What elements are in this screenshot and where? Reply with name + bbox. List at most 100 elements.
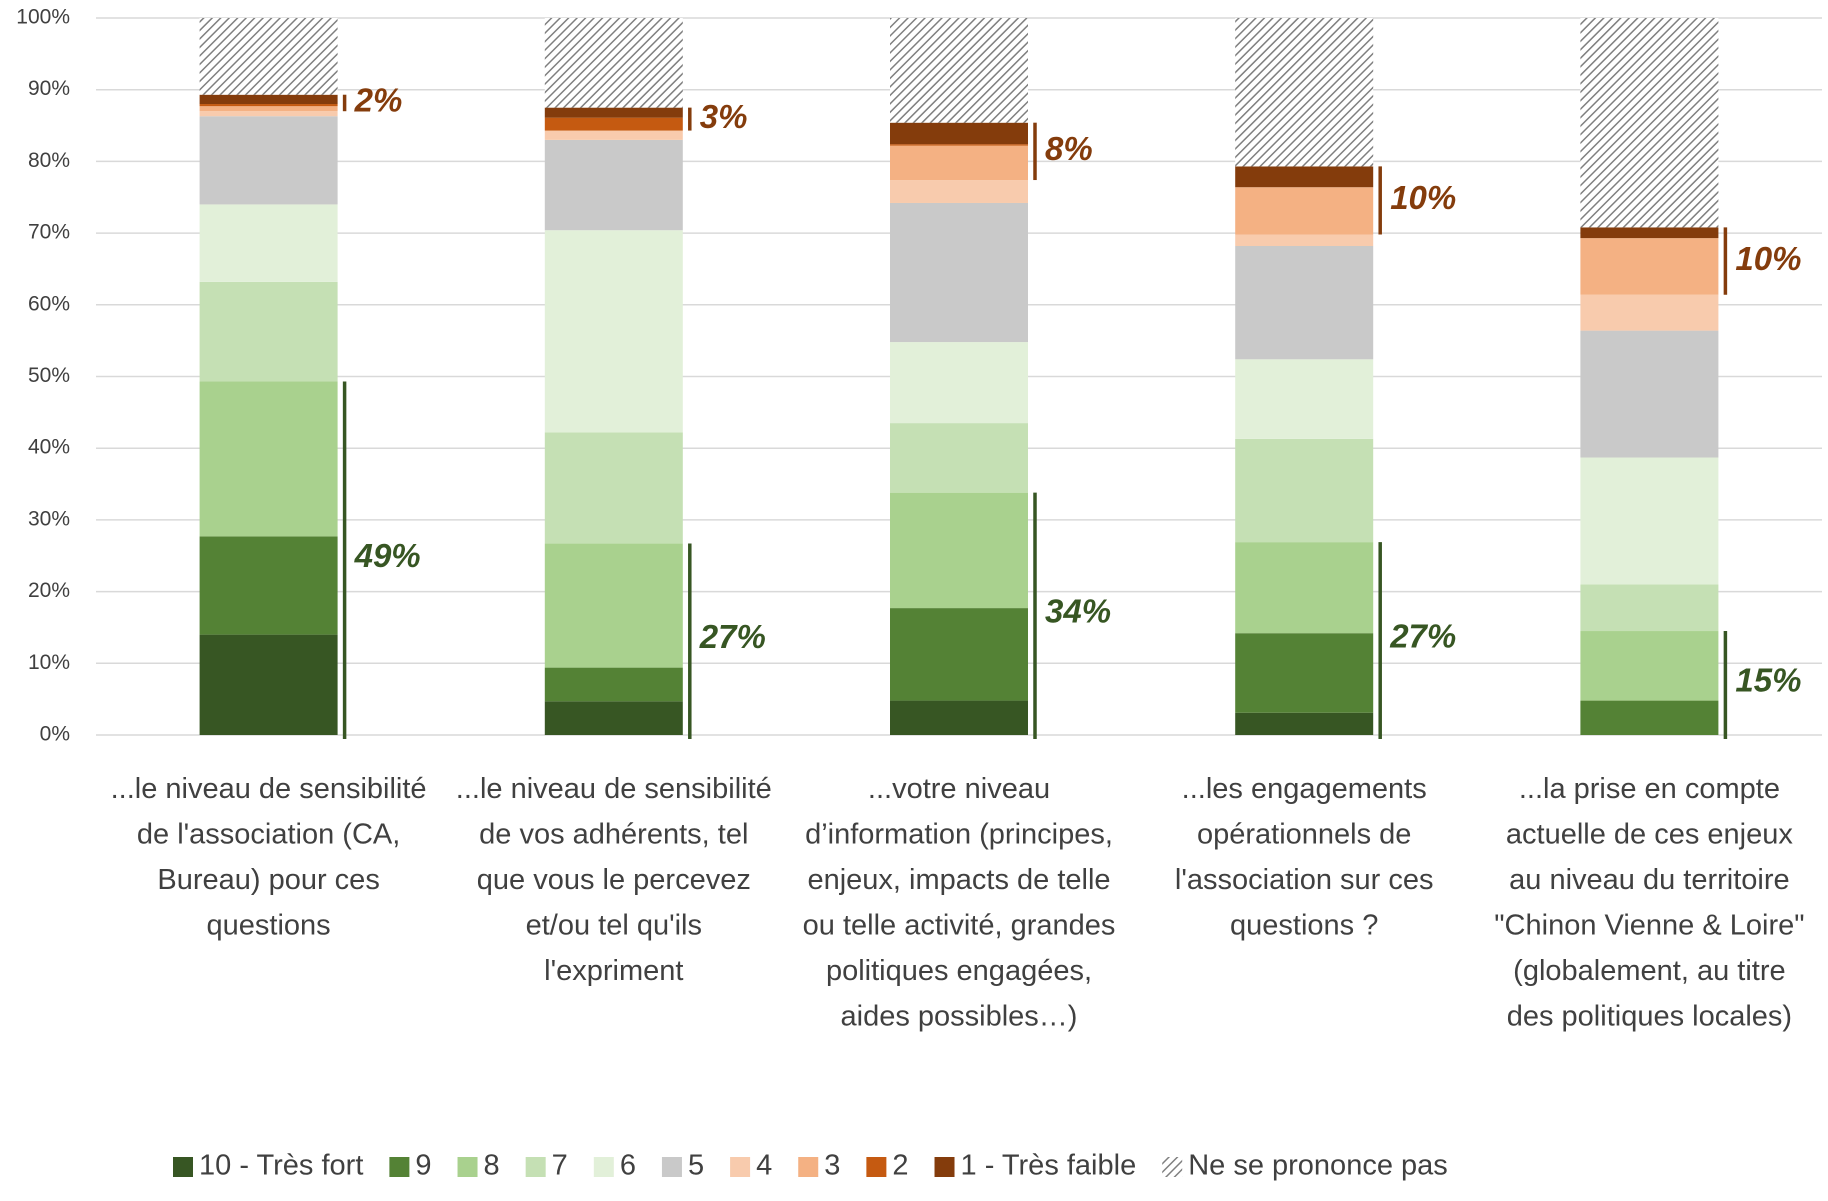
y-tick-label: 60% (28, 292, 70, 315)
y-tick-label: 70% (28, 221, 70, 244)
bar-segment (199, 18, 338, 95)
group-label: 8% (1045, 130, 1093, 167)
bar-segment (544, 117, 683, 131)
bar-segment (1580, 584, 1719, 632)
y-tick-label: 90% (28, 77, 70, 100)
bar-segment (544, 139, 683, 231)
bar-segment (1235, 18, 1374, 167)
bar-segment (1580, 631, 1719, 701)
bar-segment (199, 281, 338, 382)
bar-segment (544, 432, 683, 544)
y-tick-label: 100% (16, 6, 70, 29)
legend-swatch (661, 1157, 682, 1177)
legend-swatch (525, 1157, 546, 1177)
legend-swatch (934, 1157, 955, 1177)
bar-segment (199, 536, 338, 635)
x-tick-label: ...le niveau de sensibilité de l'associat… (111, 773, 427, 942)
bar-segment (890, 202, 1028, 343)
bar-segment (1235, 166, 1374, 188)
bar-segment (199, 111, 338, 117)
bar-segment (544, 701, 683, 735)
bar-segment (890, 122, 1028, 145)
bar-segment (544, 107, 683, 118)
group-label: 2% (354, 82, 403, 119)
bar-segment (1235, 542, 1374, 634)
bar-segment (199, 634, 338, 735)
x-tick-label: ...votre niveau d’information (principes,… (803, 773, 1116, 1033)
legend-label: 2 (892, 1150, 908, 1182)
bar-segment (890, 144, 1028, 146)
legend-label: 7 (552, 1150, 568, 1182)
legend-swatch (798, 1157, 819, 1177)
legend-swatch (173, 1157, 193, 1177)
bar-segment (199, 116, 338, 205)
bar-segment (890, 492, 1028, 609)
bar-segment (890, 700, 1028, 735)
y-tick-label: 40% (28, 436, 70, 459)
bar-segment (1580, 18, 1719, 228)
legend-label: 9 (415, 1150, 431, 1182)
bar-segment (199, 204, 338, 282)
bar-segment (1235, 633, 1374, 713)
bar-segment (890, 423, 1028, 493)
bar-segment (1235, 246, 1374, 360)
legend-label: 4 (756, 1150, 772, 1182)
bar-segment (1235, 234, 1374, 247)
bar-segment (1580, 330, 1719, 458)
bar-segment (1580, 294, 1719, 331)
legend-label: 3 (824, 1150, 840, 1182)
legend-label: 5 (688, 1150, 704, 1182)
bar-segment (199, 94, 338, 105)
legend-swatch (457, 1157, 478, 1177)
bar-segment (890, 145, 1028, 181)
y-tick-label: 0% (40, 723, 70, 746)
group-label: 15% (1735, 662, 1801, 699)
bar-segment (199, 381, 338, 537)
legend-swatch (730, 1157, 751, 1177)
bar-segment (544, 667, 683, 702)
bar-segment (1580, 700, 1719, 735)
y-tick-label: 20% (28, 579, 70, 602)
bar-segment (544, 230, 683, 433)
legend-swatch (389, 1157, 410, 1177)
bar-segment (1235, 712, 1374, 735)
bar-segment (1235, 187, 1374, 235)
group-label: 49% (354, 537, 421, 574)
group-label: 3% (700, 98, 748, 135)
bar-segment (199, 106, 338, 112)
group-label: 27% (1389, 617, 1456, 654)
x-tick-label: ...la prise en compte actuelle de ces enj… (1494, 773, 1804, 1033)
legend-label: Ne se prononce pas (1188, 1150, 1448, 1182)
bar-segment (1580, 457, 1719, 585)
x-tick-label: ...les engagements opérationnels de l'asso… (1175, 773, 1434, 942)
legend-swatch (866, 1157, 887, 1177)
legend-label: 1 - Très faible (961, 1150, 1137, 1182)
legend-label: 6 (620, 1150, 636, 1182)
bar-segment (890, 180, 1028, 203)
bar-segment (890, 18, 1028, 123)
bar-segment (890, 342, 1028, 424)
bar-segment (544, 543, 683, 668)
legend-swatch (593, 1157, 614, 1177)
y-tick-label: 10% (28, 651, 70, 674)
group-label: 10% (1735, 240, 1801, 277)
bar-segment (544, 130, 683, 140)
y-tick-label: 80% (28, 149, 70, 172)
group-label: 27% (699, 618, 766, 655)
legend-label: 8 (484, 1150, 500, 1182)
bar-segment (1580, 238, 1719, 295)
x-tick-label: ...le niveau de sensibilité de vos adhére… (456, 773, 772, 987)
y-tick-label: 50% (28, 364, 70, 387)
bar-segment (1235, 359, 1374, 439)
bar-segment (1580, 227, 1719, 239)
legend-label: 10 - Très fort (199, 1150, 363, 1182)
group-label: 10% (1390, 179, 1456, 216)
legend-swatch (1162, 1157, 1183, 1177)
bar-segment (890, 608, 1028, 701)
group-label: 34% (1045, 593, 1111, 630)
bar-segment (544, 18, 683, 108)
bar-segment (1235, 438, 1374, 543)
y-tick-label: 30% (28, 507, 70, 530)
bar-segment (199, 104, 338, 107)
